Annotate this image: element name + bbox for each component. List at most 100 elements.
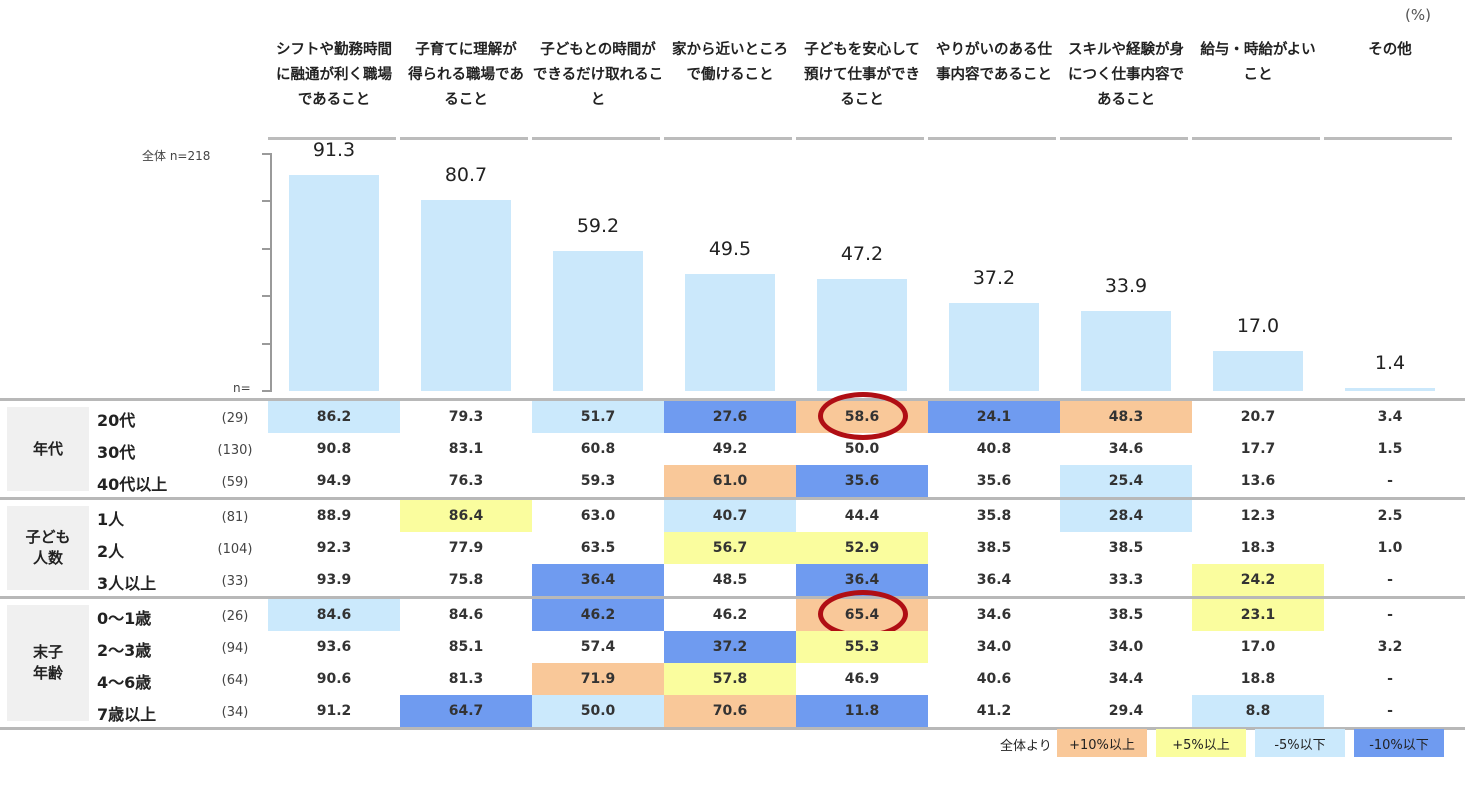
table-cell: 83.1 xyxy=(448,441,484,457)
highlight-circle xyxy=(818,392,908,440)
bar xyxy=(1081,310,1171,391)
row-label: 2人 xyxy=(97,542,125,561)
table-cell: 35.6 xyxy=(976,473,1012,489)
table-cell: 86.2 xyxy=(268,401,400,433)
table-cell: 50.0 xyxy=(532,695,664,727)
group-top-line xyxy=(0,596,1465,599)
category-header-line: で働けること xyxy=(686,67,774,83)
row-label: 1人 xyxy=(97,510,125,529)
row-n: (29) xyxy=(221,411,249,426)
table-cell: 18.3 xyxy=(1240,540,1276,556)
y-axis-tick xyxy=(262,295,272,298)
table-cell: 90.6 xyxy=(316,671,352,687)
table-cell: 38.5 xyxy=(976,540,1012,556)
bar xyxy=(949,302,1039,391)
category-header-line: できるだけ取れるこ xyxy=(532,67,664,83)
table-bottom-line xyxy=(0,727,1465,730)
table-cell: 48.3 xyxy=(1060,401,1192,433)
group-label-line: 人数 xyxy=(32,549,63,567)
table-cell: 76.3 xyxy=(448,473,484,489)
table-cell: 3.2 xyxy=(1377,639,1403,655)
y-axis-tick xyxy=(262,153,272,155)
group-label-line: 子ども xyxy=(25,528,71,546)
category-header-line: 事内容であること xyxy=(936,67,1052,83)
table-cell: 23.1 xyxy=(1192,599,1324,631)
table-cell: 57.8 xyxy=(664,663,796,695)
table-cell: 27.6 xyxy=(664,401,796,433)
table-cell: 34.6 xyxy=(976,607,1012,623)
header-separator xyxy=(664,137,792,140)
y-axis-tick xyxy=(262,390,272,392)
category-header: スキルや経験が身 につく仕事内容で あること xyxy=(1060,38,1192,118)
y-axis-tick xyxy=(262,200,272,203)
table-cell: 75.8 xyxy=(448,572,484,588)
row-label: 30代 xyxy=(97,443,136,462)
bar-value-label: 59.2 xyxy=(576,214,620,237)
table-cell: 36.4 xyxy=(976,572,1012,588)
table-cell: 34.0 xyxy=(976,639,1012,655)
bar-value-label: 37.2 xyxy=(972,266,1016,289)
category-header-line: と xyxy=(590,92,606,108)
table-cell: 91.2 xyxy=(316,703,352,719)
category-header-line: 子育てに理解が xyxy=(415,42,517,58)
table-cell: 35.8 xyxy=(976,508,1012,524)
bar-value-label: 91.3 xyxy=(312,138,356,161)
category-header-line: 給与・時給がよい xyxy=(1200,42,1316,58)
table-cell: 90.8 xyxy=(316,441,352,457)
table-cell: 52.9 xyxy=(796,532,928,564)
table-cell: 70.6 xyxy=(664,695,796,727)
bar xyxy=(685,273,775,391)
table-cell: 50.0 xyxy=(844,441,880,457)
header-separator xyxy=(532,137,660,140)
header-separator xyxy=(796,137,924,140)
table-cell: 57.4 xyxy=(580,639,616,655)
table-cell: 1.0 xyxy=(1377,540,1403,556)
group-label-text: 末子 年齢 xyxy=(33,642,63,684)
category-header-line: に融通が利く職場 xyxy=(276,67,392,83)
table-cell: 55.3 xyxy=(796,631,928,663)
bar-value-label: 17.0 xyxy=(1236,314,1280,337)
table-cell: - xyxy=(1387,572,1393,588)
header-separator xyxy=(1324,137,1452,140)
bar-value-label: 1.4 xyxy=(1374,351,1406,374)
table-cell: 46.2 xyxy=(712,607,748,623)
table-cell: 13.6 xyxy=(1240,473,1276,489)
table-cell: 1.5 xyxy=(1377,441,1403,457)
category-header: 家から近いところ で働けること xyxy=(664,38,796,118)
table-cell: 59.3 xyxy=(580,473,616,489)
n-label: n= xyxy=(233,381,251,395)
table-cell: 93.9 xyxy=(316,572,352,588)
category-header: やりがいのある仕 事内容であること xyxy=(928,38,1060,118)
category-header-line: 子どもとの時間が xyxy=(540,42,656,58)
table-cell: 34.6 xyxy=(1108,441,1144,457)
row-n: (81) xyxy=(221,510,249,525)
header-separator xyxy=(1060,137,1188,140)
table-cell: 60.8 xyxy=(580,441,616,457)
group-label-text: 年代 xyxy=(33,439,63,460)
header-separator xyxy=(928,137,1056,140)
table-cell: 86.4 xyxy=(400,500,532,532)
row-n: (59) xyxy=(221,475,249,490)
table-cell: 46.2 xyxy=(532,599,664,631)
category-header-line: その他 xyxy=(1368,42,1412,58)
row-n: (130) xyxy=(217,443,253,458)
header-separator xyxy=(400,137,528,140)
table-cell: 3.4 xyxy=(1377,409,1403,425)
category-header: 子どもを安心して 預けて仕事ができ ること xyxy=(796,38,928,118)
table-cell: 49.2 xyxy=(712,441,748,457)
legend-item: +5%以上 xyxy=(1156,729,1246,757)
table-cell: 37.2 xyxy=(664,631,796,663)
table-cell: 63.0 xyxy=(580,508,616,524)
category-header-line: ること xyxy=(444,92,488,108)
legend-item: ‐5%以下 xyxy=(1255,729,1345,757)
category-header-line: であること xyxy=(297,92,371,108)
bar xyxy=(289,174,379,391)
table-cell: 11.8 xyxy=(796,695,928,727)
category-header-line: につく仕事内容で xyxy=(1068,67,1184,83)
bar xyxy=(1345,387,1435,391)
category-header-line: あること xyxy=(1097,92,1155,108)
group-top-line xyxy=(0,497,1465,500)
table-cell: 38.5 xyxy=(1108,607,1144,623)
table-cell: 25.4 xyxy=(1060,465,1192,497)
